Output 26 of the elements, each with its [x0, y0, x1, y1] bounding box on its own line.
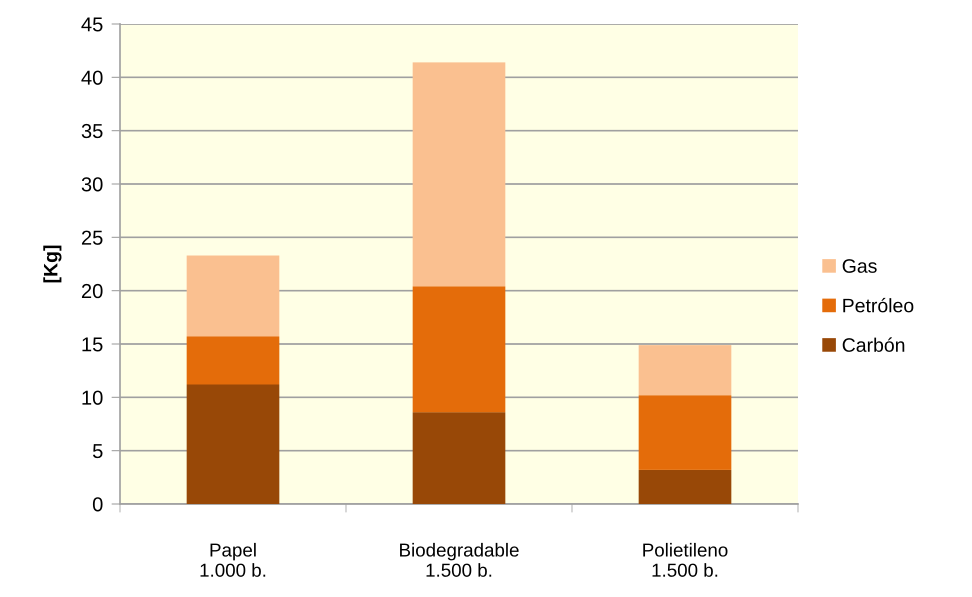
bar [412, 62, 506, 286]
legend-label: Carbón [842, 337, 904, 352]
y-tick-label: 45 [81, 17, 102, 32]
y-tick-label: 25 [82, 230, 102, 245]
bar [186, 255, 280, 337]
y-tick-label: 35 [82, 124, 102, 138]
x-tick-label: Polietileno 1.500 b. [643, 542, 728, 577]
bar [186, 336, 280, 385]
y-tick-label: 5 [92, 444, 102, 458]
y-tick-label: 20 [82, 284, 103, 298]
bar [638, 345, 732, 396]
legend-label: Petróleo [843, 298, 914, 312]
y-tick-label: 10 [82, 390, 103, 405]
bar [186, 384, 280, 504]
y-tick-label: 15 [82, 337, 102, 352]
legend-label: Gas [842, 259, 877, 273]
bar [638, 470, 732, 504]
y-tick-label: 40 [81, 70, 103, 85]
bar [412, 412, 506, 504]
y-tick-label: 0 [92, 497, 103, 512]
bar [638, 395, 732, 470]
bar [412, 286, 506, 412]
x-tick-label: Papel 1.000 b. [200, 542, 266, 577]
y-axis-title: [Kg] [43, 246, 62, 282]
y-tick-label: 30 [82, 177, 103, 192]
x-tick-label: Biodegradable 1.500 b. [400, 542, 519, 577]
